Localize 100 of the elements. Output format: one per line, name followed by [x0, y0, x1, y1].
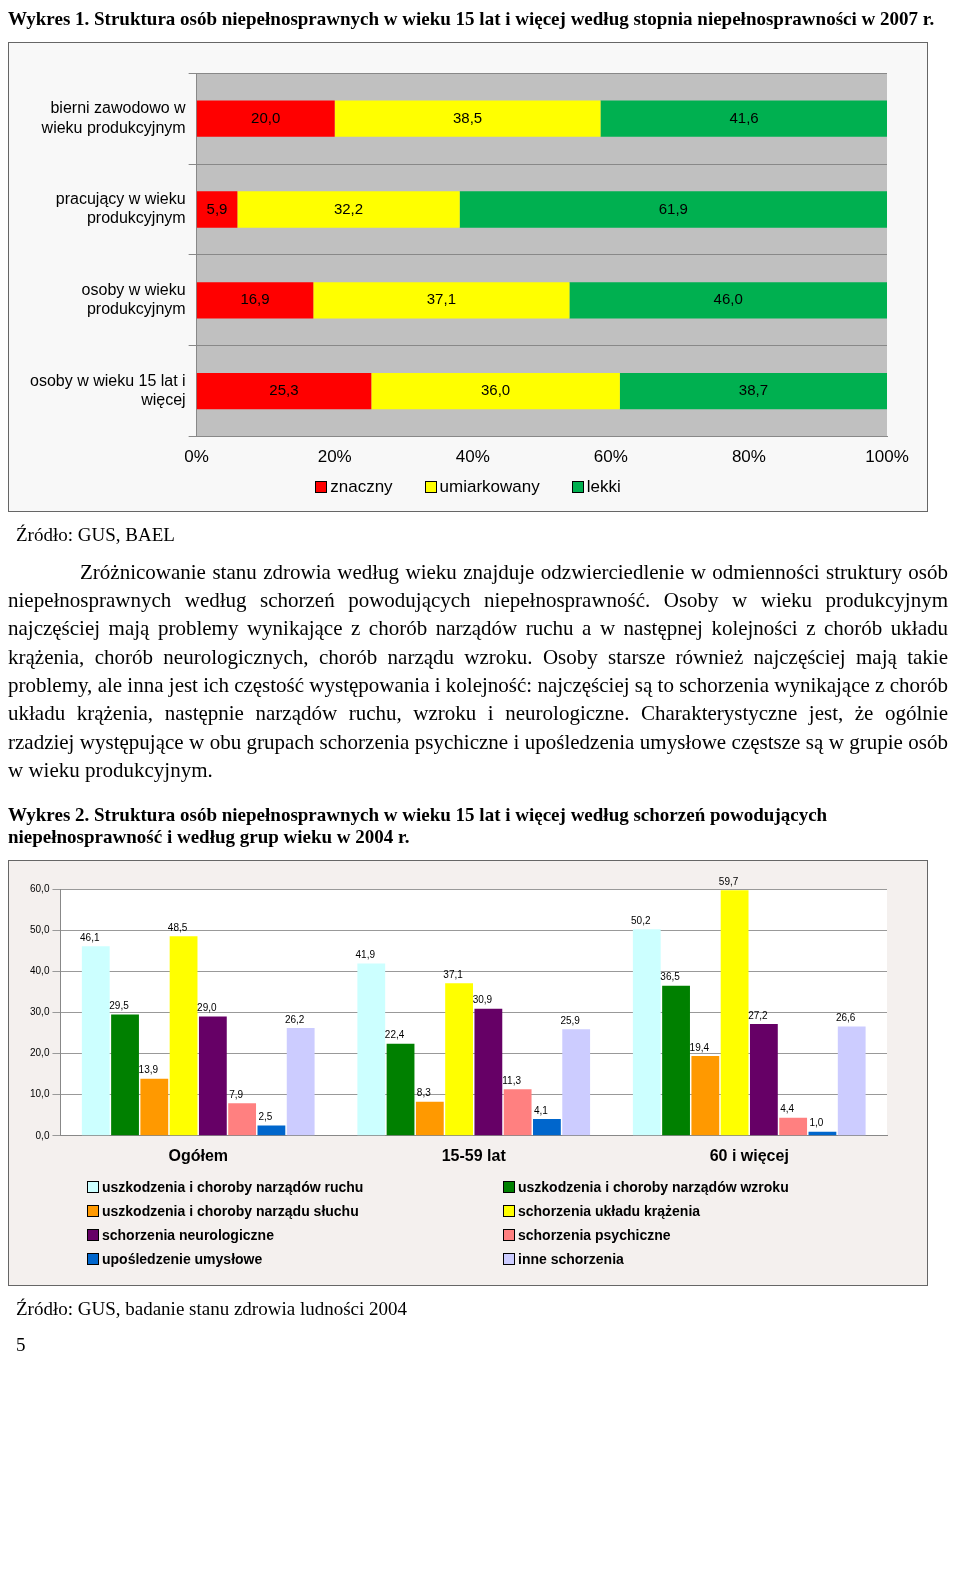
data-label: 38,7 — [738, 381, 769, 399]
x-tick-label: 40% — [455, 447, 490, 467]
bar — [691, 1056, 720, 1136]
bar — [237, 191, 460, 228]
bar — [371, 373, 620, 410]
bar — [196, 282, 314, 319]
text: Zróżnicowanie stanu zdrowia według wieku znajduje odzwierciedlenie w odmienności struktury osób niepełnosprawnych według schorzeń powodujących niepełnosprawność. Osoby w wieku produkcyjnym najczęściej mają problemy wynikające z chorób narządów ruchu a w następnej kolejności z chorób układu krążenia, chorób neurologicznych, chorób narządu wzroku. Osoby starsze również najczęściej mają takie problemy, ale inna jest ich częstość występowania i kolejność: najczęściej są to schorzenia wynikające z chorób układu krążenia, następnie narządów ruchu, wzroku i neurologiczne. Charakterystyczne jest, że ogólnie rzadziej występujące w obu grupach schorzenia psychiczne i upośledzenia umysłowe częstsze są w grupie osób w wieku produkcyjnym. — [8, 558, 948, 785]
bar — [503, 1089, 532, 1136]
x-tick-label: 0% — [184, 447, 209, 467]
bar — [619, 373, 887, 410]
bar — [286, 1028, 315, 1136]
bar — [720, 890, 749, 1136]
bar — [837, 1026, 866, 1136]
x-tick-label: 15-59 lat — [441, 1147, 507, 1165]
data-label: 61,9 — [658, 199, 688, 217]
bar — [779, 1118, 808, 1136]
x-tick-label: 60% — [593, 447, 628, 467]
data-label: 25,9 — [560, 1015, 581, 1027]
data-label: 19,4 — [689, 1042, 710, 1054]
data-label: 5,9 — [206, 199, 228, 217]
bar — [313, 282, 570, 319]
bar — [257, 1125, 286, 1136]
bar — [415, 1102, 444, 1136]
data-label: 30,9 — [472, 994, 493, 1006]
data-label: 46,0 — [713, 290, 743, 308]
legend-label: umiarkowany — [439, 477, 540, 497]
x-tick-label: Ogółem — [168, 1147, 228, 1165]
data-label: 50,2 — [631, 915, 651, 927]
y-tick-label: 30,0 — [29, 1006, 50, 1018]
data-label: 25,3 — [269, 381, 299, 399]
y-tick-label: 60,0 — [29, 883, 50, 895]
bar — [386, 1044, 415, 1136]
data-label: 13,9 — [138, 1064, 159, 1076]
data-label: 2,5 — [258, 1111, 273, 1123]
bar — [662, 986, 690, 1136]
data-label: 1,0 — [809, 1117, 824, 1129]
y-tick-label: osoby w wieku produkcyjnym — [81, 281, 186, 318]
data-label: 4,4 — [780, 1103, 795, 1115]
data-label: 37,1 — [426, 290, 456, 308]
chart-title: Wykres 2. Struktura osób niepełnosprawnych w wieku 15 lat i więcej według schorzeń powodujących niepełnosprawność i według grup wieku w 2004 r. — [8, 804, 829, 849]
bar — [196, 373, 372, 410]
text: 5 — [15, 1333, 27, 1358]
legend-label: schorzenia układu krążenia — [518, 1203, 701, 1220]
bar — [600, 100, 887, 137]
legend-label: lekki — [586, 477, 621, 497]
bar — [111, 1014, 139, 1136]
data-label: 26,2 — [284, 1014, 305, 1026]
bar — [169, 936, 198, 1136]
bar — [196, 191, 238, 228]
data-label: 36,0 — [480, 381, 511, 399]
data-label: 32,2 — [333, 199, 364, 217]
legend-label: uszkodzenia i choroby narządów ruchu — [102, 1179, 364, 1196]
legend-label: schorzenia neurologiczne — [102, 1227, 274, 1244]
bar — [459, 191, 887, 228]
data-label: 4,1 — [533, 1105, 549, 1117]
bar — [198, 1016, 227, 1136]
bar — [140, 1079, 169, 1136]
data-label: 20,0 — [251, 108, 281, 126]
text: Źródło: GUS, badanie stanu zdrowia ludności 2004 — [15, 1297, 408, 1322]
legend-label: uszkodzenia i choroby narządu słuchu — [102, 1203, 359, 1220]
data-label: 26,6 — [835, 1012, 856, 1024]
data-label: 27,2 — [748, 1010, 769, 1022]
data-label: 48,5 — [167, 922, 188, 934]
data-label: 29,5 — [109, 1000, 130, 1012]
bar — [445, 983, 473, 1136]
y-tick-label: 20,0 — [29, 1047, 50, 1059]
chart-title: Wykres 1. Struktura osób niepełnosprawnych w wieku 15 lat i więcej według stopnia niepełnosprawności w 2007 r. — [8, 8, 936, 30]
bar — [357, 963, 386, 1136]
legend-label: inne schorzenia — [518, 1251, 624, 1268]
bar — [196, 100, 335, 137]
y-tick-label: bierni zawodowo w wieku produkcyjnym — [40, 99, 187, 136]
y-tick-label: osoby w wieku 15 lat i więcej — [29, 371, 186, 409]
data-label: 22,4 — [384, 1029, 405, 1041]
bar — [334, 100, 601, 137]
legend-label: znaczny — [330, 477, 393, 497]
data-label: 8,3 — [416, 1087, 432, 1099]
legend-label: upośledzenie umysłowe — [102, 1251, 263, 1268]
data-label: 16,9 — [240, 290, 270, 308]
x-tick-label: 80% — [731, 447, 766, 467]
y-tick-label: 50,0 — [29, 924, 50, 936]
data-label: 41,9 — [355, 949, 376, 961]
bar — [474, 1009, 503, 1136]
bar — [569, 282, 887, 319]
bar — [533, 1119, 561, 1136]
bar — [228, 1103, 257, 1136]
data-label: 59,7 — [718, 876, 739, 888]
bar — [81, 946, 110, 1136]
bar — [562, 1029, 591, 1136]
legend-label: uszkodzenia i choroby narządów wzroku — [518, 1179, 789, 1196]
data-label: 11,3 — [502, 1075, 522, 1087]
data-label: 36,5 — [660, 971, 681, 983]
y-tick-label: pracujący w wieku produkcyjnym — [55, 190, 186, 227]
legend-label: schorzenia psychiczne — [518, 1227, 671, 1244]
y-tick-label: 0,0 — [35, 1129, 50, 1141]
data-label: 29,0 — [197, 1002, 218, 1014]
bar — [749, 1024, 778, 1136]
data-label: 46,1 — [80, 932, 100, 944]
data-label: 7,9 — [229, 1089, 244, 1101]
x-tick-label: 60 i więcej — [709, 1147, 789, 1165]
text: Źródło: GUS, BAEL — [15, 523, 176, 547]
